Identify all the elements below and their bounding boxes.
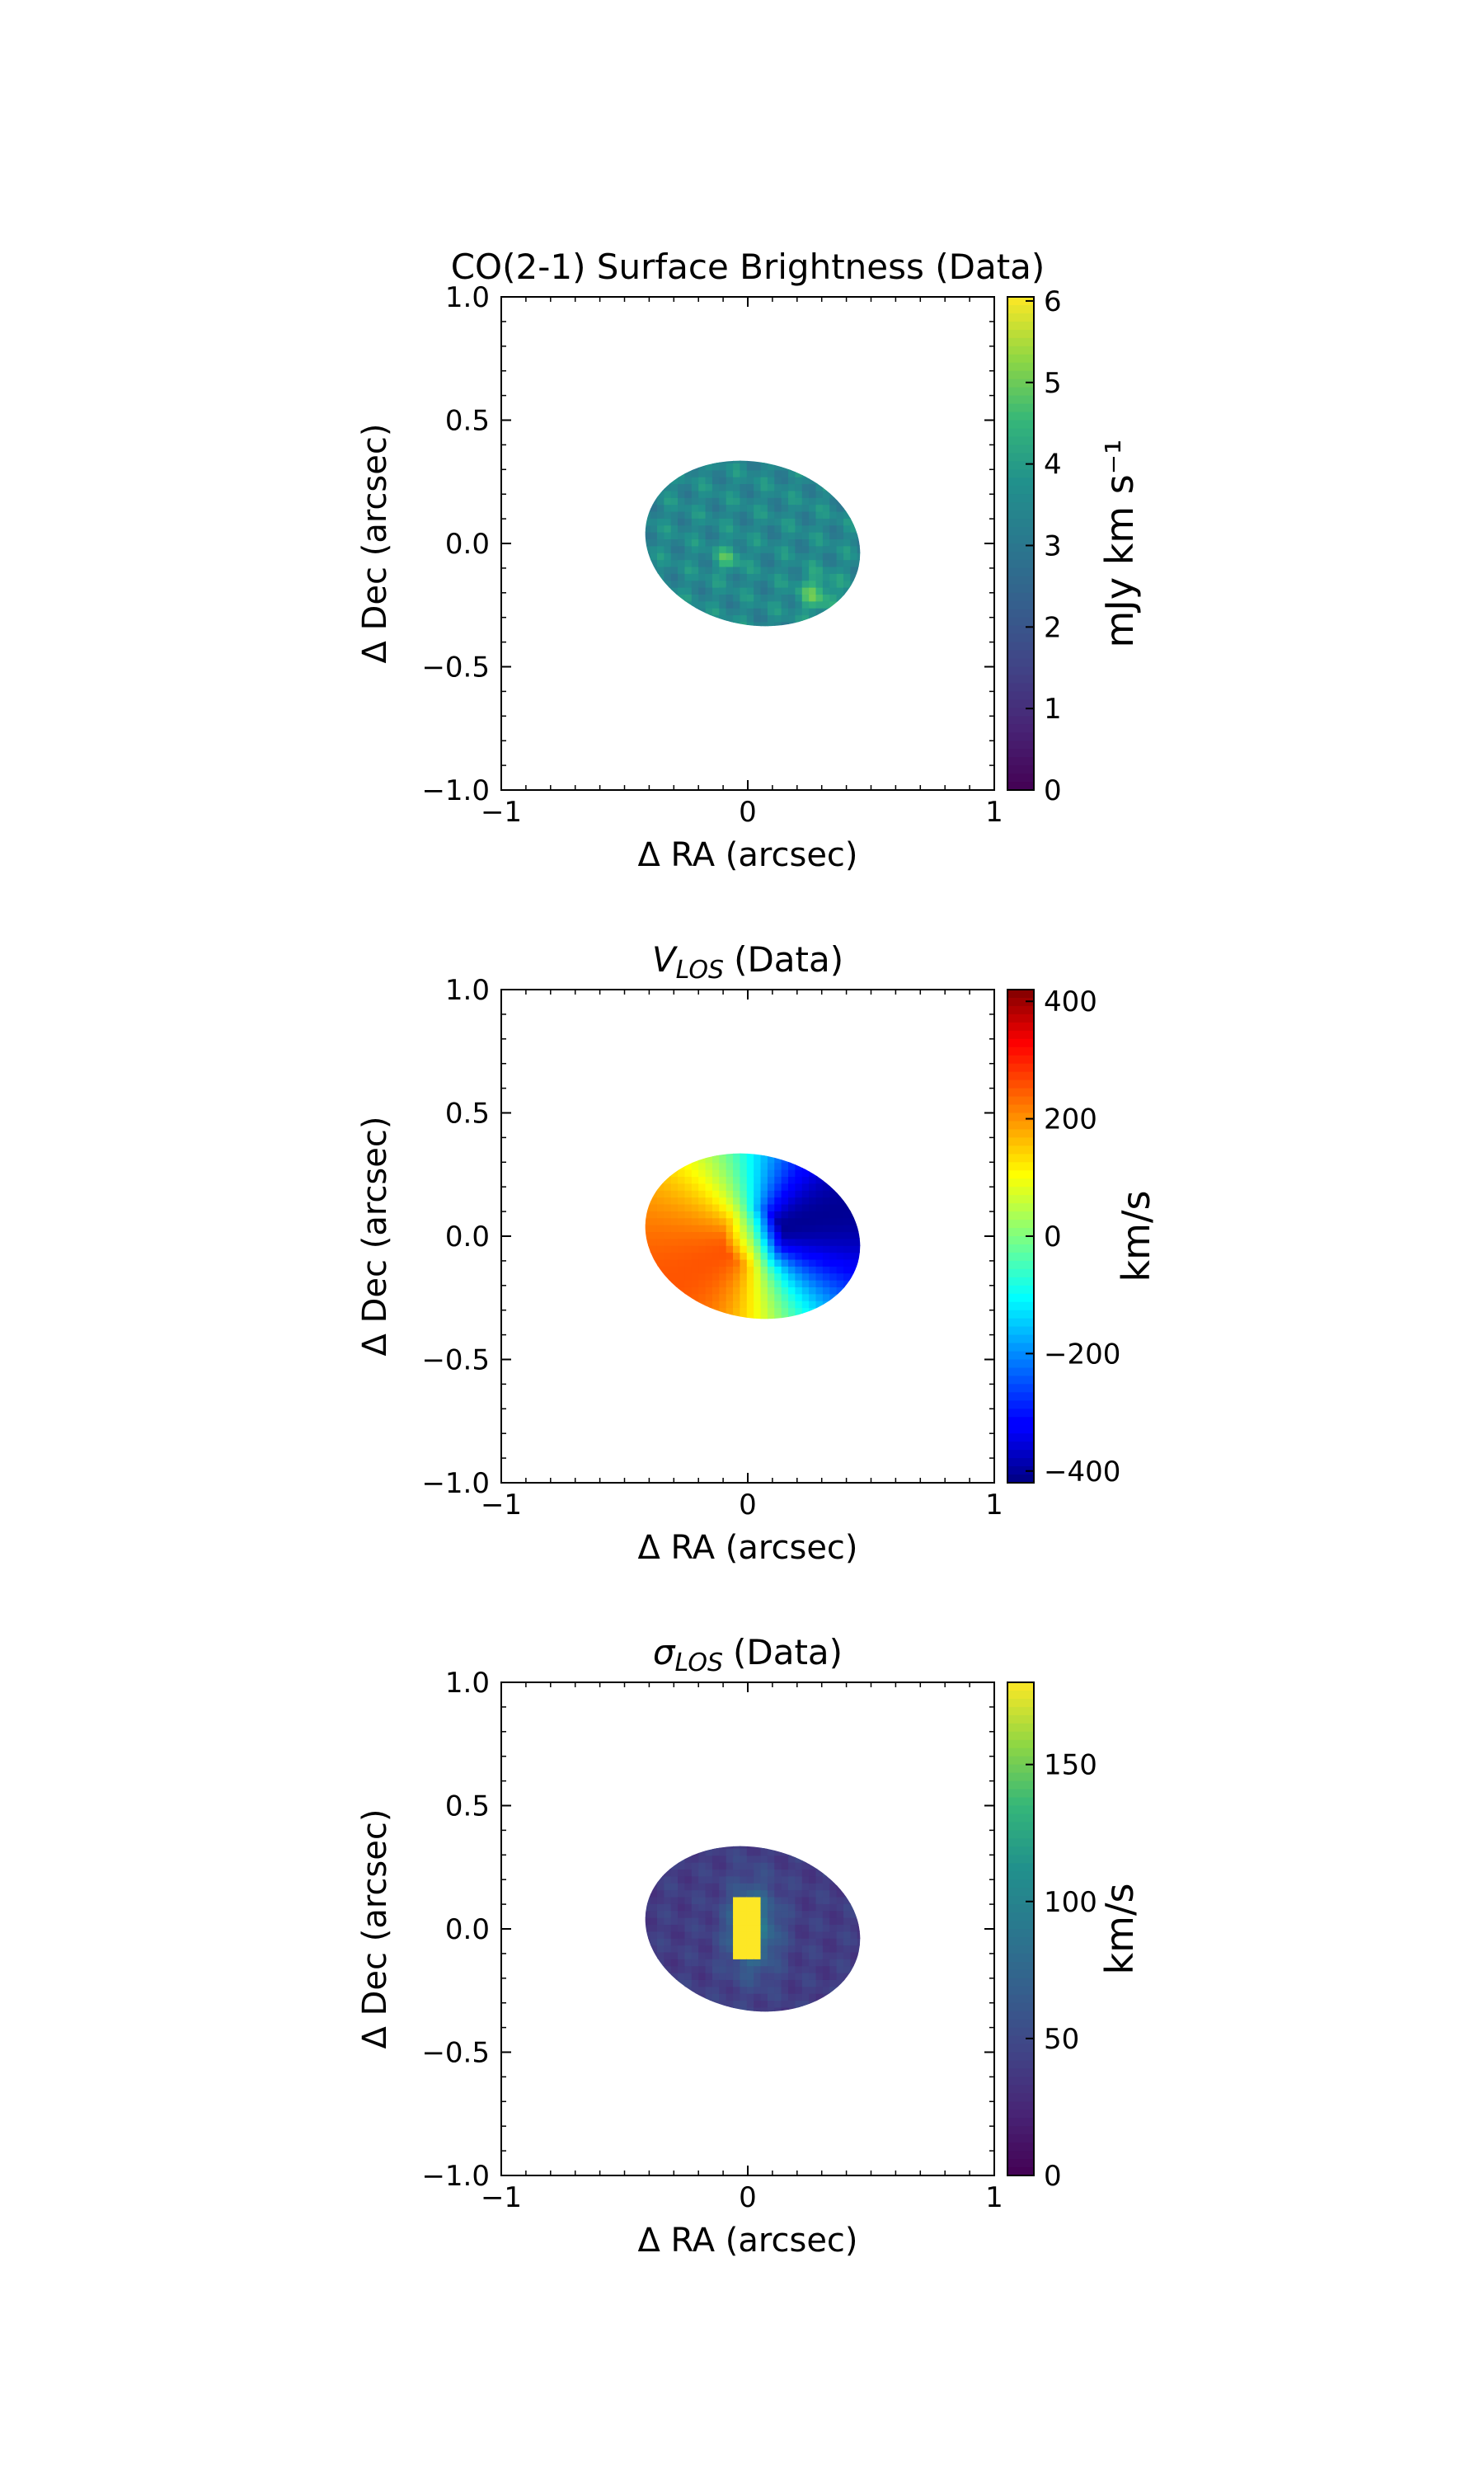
- x-tick-label: 1: [985, 2181, 1003, 2214]
- colorbar-tick-label: 2: [1044, 611, 1062, 644]
- colorbar-tick-label: 50: [1044, 2023, 1079, 2056]
- colorbar-frame: [1007, 1681, 1035, 2176]
- x-tick-label: 1: [985, 796, 1003, 829]
- colorbar-tick-label: 5: [1044, 367, 1062, 400]
- panel-1: −1 0 1 1.0 0.5 0.0 −0.5 −1.0 Δ RA (arcsec) Δ Dec …: [356, 247, 1142, 874]
- x-tick-label: −1: [481, 796, 522, 829]
- colorbar-tick-label: 6: [1044, 285, 1062, 318]
- y-axis-label: Δ Dec (arcsec): [356, 1117, 394, 1357]
- colorbar-tick-label: 0: [1044, 1221, 1062, 1253]
- colorbar: 400 200 0 −200 −400 km/s: [1007, 985, 1158, 1489]
- title-symbol: V: [652, 939, 679, 980]
- panel-2: −1 0 1 1.0 0.5 0.0 −0.5 −1.0 Δ RA (arcsec) Δ Dec …: [356, 939, 1158, 1567]
- chart-title: CO(2-1) Surface Brightness (Data): [451, 247, 1045, 287]
- heatmap-image: [629, 1134, 876, 1336]
- y-tick-label: 0.5: [445, 1790, 490, 1823]
- x-tick-label: 0: [739, 2181, 757, 2214]
- y-tick-label: 0.0: [445, 1221, 490, 1253]
- colorbar-tick-label: −200: [1044, 1338, 1120, 1371]
- colorbar-tick-label: −400: [1044, 1456, 1120, 1489]
- colorbar-tick-label: 200: [1044, 1103, 1097, 1136]
- panel-3: −1 0 1 1.0 0.5 0.0 −0.5 −1.0 Δ RA (arcsec) Δ Dec …: [356, 1632, 1142, 2260]
- y-tick-label: −0.5: [421, 651, 490, 684]
- y-tick-label: −0.5: [421, 1344, 490, 1377]
- y-tick-label: 0.0: [445, 1913, 490, 1946]
- colorbar-label: mJy km s⁻¹: [1097, 440, 1142, 648]
- colorbar: 0 1 2 3 4 5 6 mJy km s⁻¹: [1007, 285, 1142, 807]
- title-subscript: LOS: [675, 1649, 723, 1677]
- y-tick-label: 0.5: [445, 1098, 490, 1131]
- colorbar-label: km/s: [1097, 1884, 1142, 1975]
- chart-title: VLOS (Data): [652, 939, 843, 985]
- x-axis-label: Δ RA (arcsec): [637, 1529, 857, 1567]
- title-rest: (Data): [733, 1632, 843, 1672]
- colorbar-tick-label: 400: [1044, 985, 1097, 1018]
- y-tick-label: −1.0: [421, 1467, 490, 1500]
- x-axis-label: Δ RA (arcsec): [637, 2222, 857, 2260]
- y-axis-label: Δ Dec (arcsec): [356, 1809, 394, 2049]
- colorbar-tick-label: 0: [1044, 2160, 1062, 2193]
- x-tick-label: 0: [739, 796, 757, 829]
- y-tick-label: 1.0: [445, 281, 490, 314]
- colorbar-tick-label: 1: [1044, 693, 1062, 726]
- colorbar-label: km/s: [1114, 1191, 1158, 1282]
- y-axis-label: Δ Dec (arcsec): [356, 424, 394, 664]
- chart-title: σLOS (Data): [653, 1632, 843, 1677]
- y-tick-label: 1.0: [445, 974, 490, 1007]
- y-tick-label: −1.0: [421, 774, 490, 807]
- title-symbol: σ: [653, 1632, 676, 1672]
- colorbar: 0 50 100 150 km/s: [1007, 1681, 1142, 2193]
- title-rest: (Data): [734, 939, 843, 980]
- x-axis-label: Δ RA (arcsec): [637, 836, 857, 874]
- colorbar-tick-label: 3: [1044, 529, 1062, 562]
- colorbar-tick-label: 0: [1044, 774, 1062, 807]
- heatmap-image: [629, 1827, 876, 2029]
- x-tick-label: −1: [481, 1489, 522, 1522]
- x-tick-label: 0: [739, 1489, 757, 1522]
- colorbar-frame: [1007, 296, 1035, 791]
- x-tick-label: 1: [985, 1489, 1003, 1522]
- y-tick-label: 0.5: [445, 405, 490, 438]
- y-tick-label: −0.5: [421, 2037, 490, 2070]
- colorbar-tick-label: 4: [1044, 449, 1062, 482]
- colorbar-tick-label: 100: [1044, 1886, 1097, 1919]
- heatmap-image: [629, 441, 876, 643]
- y-tick-label: 1.0: [445, 1667, 490, 1700]
- colorbar-tick-label: 150: [1044, 1749, 1097, 1782]
- y-tick-label: 0.0: [445, 528, 490, 561]
- x-tick-label: −1: [481, 2181, 522, 2214]
- title-subscript: LOS: [676, 956, 724, 985]
- y-tick-label: −1.0: [421, 2160, 490, 2193]
